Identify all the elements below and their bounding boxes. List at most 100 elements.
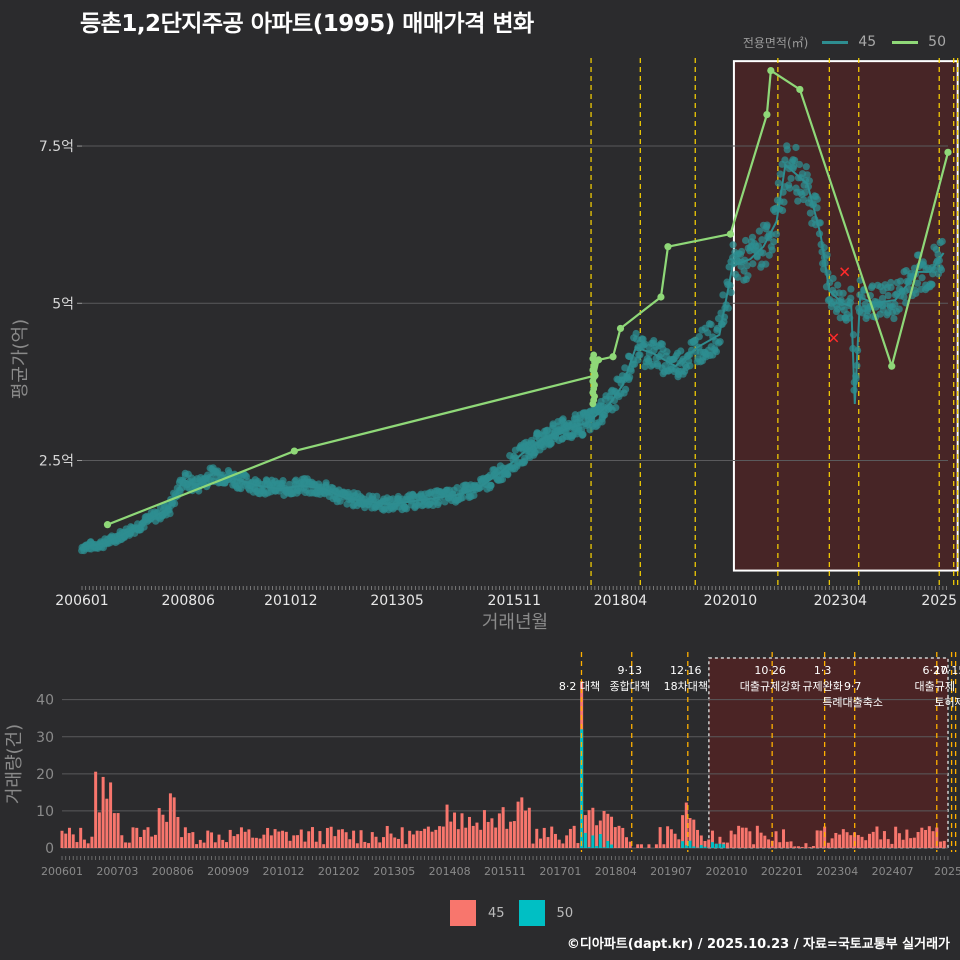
bar-45: [879, 839, 883, 848]
scatter-point-45: [724, 304, 732, 312]
bar-50: [595, 846, 599, 848]
bar-x-tick-label: 2025: [934, 865, 960, 878]
bar-y-tick-label: 40: [36, 693, 54, 709]
bar-45: [329, 826, 333, 848]
bar-45: [355, 843, 359, 848]
policy-annotation: 10·26: [754, 664, 786, 677]
cancelled-marker: [829, 333, 839, 343]
scatter-point-45: [772, 230, 781, 238]
x-tick-label: 201511: [488, 593, 541, 609]
bar-45: [475, 822, 479, 848]
bar-45: [815, 830, 819, 848]
series-point-50: [290, 447, 298, 455]
scatter-point-45: [774, 179, 782, 187]
bar-50: [583, 832, 587, 848]
series-point-50: [590, 351, 598, 359]
series-point-50: [763, 111, 771, 119]
bar-45: [505, 828, 509, 848]
legend-bar-label-50: 50: [556, 905, 574, 921]
legend-swatch-45: [822, 40, 849, 44]
policy-annotation: 9·13: [617, 664, 642, 677]
bar-45: [337, 829, 341, 848]
bar-45: [486, 821, 490, 848]
bar-45: [890, 843, 894, 848]
bar-45: [404, 844, 408, 848]
scatter-point-45: [539, 443, 548, 451]
bar-45: [217, 834, 221, 848]
scatter-point-45: [806, 209, 814, 217]
bar-y-tick-label: 30: [36, 730, 54, 746]
bar-45: [636, 844, 640, 848]
bar-45: [142, 829, 146, 848]
bar-45: [254, 837, 258, 848]
series-point-50: [796, 85, 804, 94]
bar-45: [931, 831, 935, 848]
bar-45: [146, 827, 150, 848]
bar-50: [692, 846, 696, 848]
bar-45: [860, 836, 864, 848]
x-axis-title: 거래년월: [482, 612, 548, 633]
bar-45: [236, 834, 240, 848]
scatter-point-45: [780, 198, 788, 206]
bar-45: [299, 829, 303, 848]
bar-45: [318, 831, 322, 848]
scatter-45-group: [78, 142, 946, 555]
bar-45: [400, 827, 404, 848]
bar-45: [359, 830, 363, 848]
bar-45: [340, 829, 344, 848]
bar-45: [729, 830, 733, 848]
bar-45: [426, 826, 430, 848]
y-axis-title: 평균가(억): [10, 319, 31, 399]
bar-x-tick-label: 202201: [761, 865, 803, 878]
bar-45: [688, 818, 692, 848]
bar-45: [60, 830, 64, 848]
bar-45: [800, 846, 804, 848]
bar-45: [82, 839, 86, 848]
bar-50: [699, 845, 703, 848]
bar-45: [942, 840, 946, 848]
bar-45: [79, 827, 83, 848]
bar-45: [725, 842, 729, 848]
scatter-point-45: [714, 314, 723, 323]
legend-swatch-50: [892, 40, 919, 44]
bar-45: [310, 827, 314, 848]
policy-annotation: 12·16: [670, 664, 702, 677]
bar-45: [408, 830, 412, 848]
scatter-point-45: [763, 221, 771, 229]
bar-45: [94, 771, 98, 848]
bar-45: [927, 826, 931, 848]
policy-annotation: 토허제: [934, 696, 960, 709]
scatter-point-45: [653, 360, 661, 368]
scatter-point-45: [778, 206, 787, 215]
scatter-point-45: [402, 505, 411, 513]
scatter-point-45: [791, 156, 799, 164]
bar-45: [460, 813, 464, 848]
bar-45: [456, 829, 460, 848]
bar-45: [875, 826, 879, 848]
bar-45: [669, 829, 673, 848]
scatter-point-45: [743, 262, 751, 270]
bar-45: [897, 833, 901, 848]
bar-45: [262, 834, 266, 848]
source-credit: ©디아파트(dapt.kr) / 2025.10.23 / 자료=국토교통부 실…: [566, 937, 950, 952]
bar-45: [258, 838, 262, 848]
bar-45: [546, 837, 550, 848]
scatter-point-45: [900, 293, 908, 301]
bar-45: [90, 836, 94, 848]
scatter-point-45: [521, 457, 529, 465]
bar-45: [494, 827, 498, 848]
bar-45: [97, 812, 101, 848]
scatter-point-45: [813, 204, 821, 212]
scatter-point-45: [716, 338, 724, 346]
policy-annotation: 6·27: [923, 664, 948, 677]
bar-50: [684, 845, 688, 848]
scatter-point-45: [622, 385, 630, 394]
bar-45: [823, 826, 827, 848]
scatter-point-45: [847, 294, 855, 302]
policy-annotation: 특례대출축소: [822, 696, 883, 709]
bar-45: [920, 827, 924, 848]
bar-45: [131, 827, 135, 848]
scatter-point-45: [612, 404, 620, 412]
bar-45: [740, 827, 744, 848]
scatter-point-45: [758, 236, 766, 244]
